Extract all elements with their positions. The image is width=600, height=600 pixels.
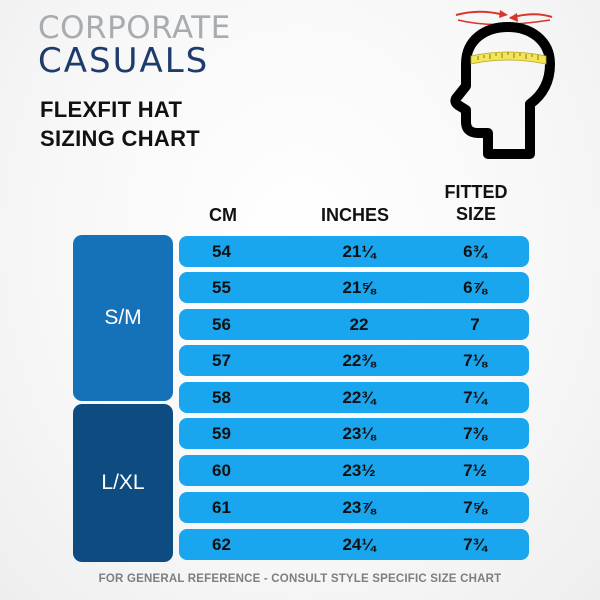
size-group-label: S/M xyxy=(104,306,142,329)
size-row: 61 23⅞ 7⅝ xyxy=(179,492,529,523)
column-header-cm: CM xyxy=(209,205,237,225)
cm-value: 56 xyxy=(212,315,231,334)
inches-value: 24¼ xyxy=(342,535,376,554)
size-row: 54 21¼ 6¾ xyxy=(179,236,529,267)
fitted-size-value: 7¾ xyxy=(463,535,487,554)
fitted-size-value: 6⅞ xyxy=(463,278,487,297)
size-row: 58 22¾ 7¼ xyxy=(179,382,529,413)
cm-value: 55 xyxy=(212,278,231,297)
inches-value: 23⅞ xyxy=(342,498,376,517)
cm-value: 58 xyxy=(212,388,231,407)
cm-value: 54 xyxy=(212,242,231,261)
cm-value: 61 xyxy=(212,498,231,517)
fitted-size-value: 6¾ xyxy=(463,242,487,261)
cm-value: 57 xyxy=(212,351,231,370)
fitted-size-value: 7 xyxy=(470,315,480,334)
cm-value: 62 xyxy=(212,535,231,554)
size-row: 59 23⅛ 7⅜ xyxy=(179,418,529,449)
size-group-sm: S/M xyxy=(73,235,173,401)
head-measuring-icon xyxy=(438,4,568,167)
size-row: 62 24¼ 7¾ xyxy=(179,529,529,560)
fitted-header-line-2: SIZE xyxy=(455,204,496,224)
fitted-header-line-1: FITTED xyxy=(444,182,508,202)
cm-value: 60 xyxy=(212,461,231,480)
page-title: FLEXFIT HAT SIZING CHART xyxy=(40,95,200,153)
size-row: 55 21⅝ 6⅞ xyxy=(179,272,529,303)
size-row: 57 22⅜ 7⅛ xyxy=(179,345,529,376)
fitted-size-value: 7⅜ xyxy=(463,424,487,443)
title-line-2: SIZING CHART xyxy=(40,126,201,151)
brand-line-2: CASUALS xyxy=(38,41,210,81)
inches-value: 22¾ xyxy=(342,388,376,407)
fitted-size-value: 7⅝ xyxy=(463,498,487,517)
inches-value: 21⅝ xyxy=(342,278,376,297)
column-header-inches: INCHES xyxy=(320,205,389,225)
fitted-size-value: 7¼ xyxy=(463,388,487,407)
brand-line-1: CORPORATE xyxy=(38,10,231,46)
size-row: 56 22 7 xyxy=(179,309,529,340)
brand-logo: CORPORATE CASUALS xyxy=(38,12,231,78)
cm-value: 59 xyxy=(212,424,231,443)
footer-note: FOR GENERAL REFERENCE - CONSULT STYLE SP… xyxy=(98,573,502,585)
size-group-label: L/XL xyxy=(101,471,145,494)
inches-value: 22⅜ xyxy=(342,351,376,370)
fitted-size-value: 7½ xyxy=(463,461,487,480)
fitted-size-value: 7⅛ xyxy=(463,351,487,370)
column-header-fitted-size: FITTED SIZE xyxy=(428,181,524,225)
size-group-lxl: L/XL xyxy=(73,404,173,562)
size-row: 60 23½ 7½ xyxy=(179,455,529,486)
inches-value: 23⅛ xyxy=(342,424,376,443)
title-line-1: FLEXFIT HAT xyxy=(40,97,183,122)
inches-value: 22 xyxy=(349,315,369,334)
inches-value: 23½ xyxy=(342,461,376,480)
inches-value: 21¼ xyxy=(342,242,376,261)
